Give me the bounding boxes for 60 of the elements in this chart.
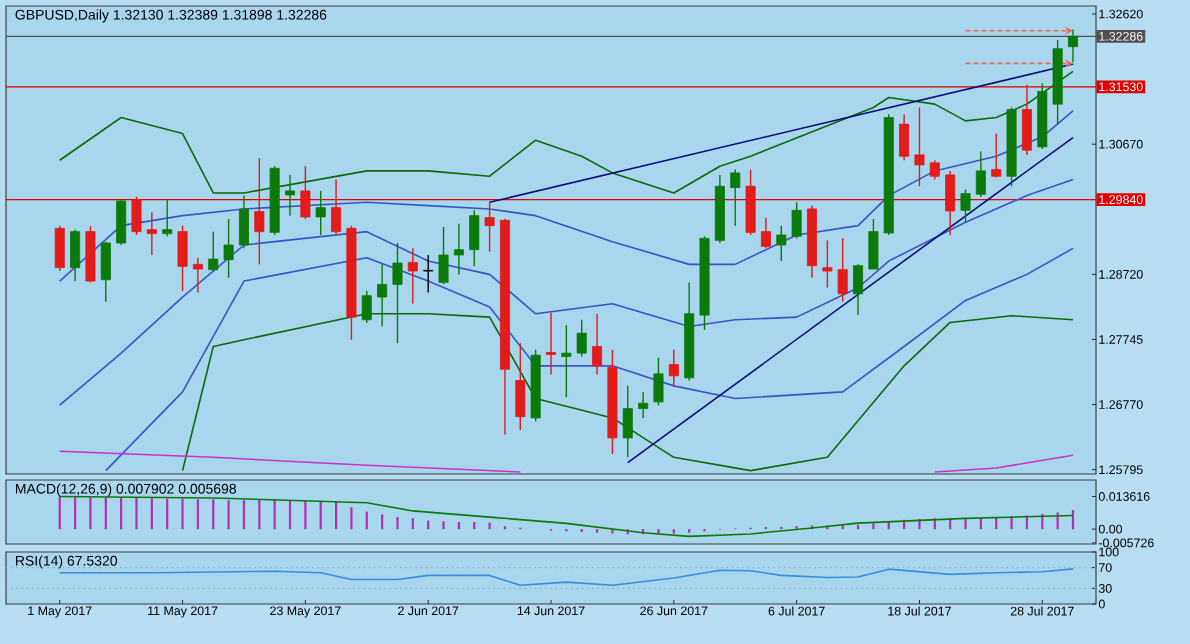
candlestick — [622, 385, 633, 458]
candlestick — [116, 198, 127, 246]
candlestick — [945, 170, 956, 236]
candlestick — [469, 209, 480, 268]
candlestick — [730, 168, 741, 227]
candlestick — [177, 224, 188, 292]
candlestick — [423, 254, 434, 294]
candlestick — [791, 201, 802, 240]
candlestick — [392, 242, 403, 344]
candlestick — [653, 357, 664, 406]
line-series — [58, 568, 1074, 587]
candlestick — [975, 150, 986, 198]
candlestick — [668, 349, 679, 388]
candlestick — [561, 324, 572, 398]
candlestick — [54, 224, 65, 272]
candlestick — [515, 342, 526, 431]
line-series — [58, 495, 1074, 538]
candlestick — [407, 247, 418, 305]
candlestick — [1067, 28, 1078, 63]
candlestick — [254, 157, 265, 266]
candlestick — [238, 194, 249, 250]
candlestick — [453, 222, 464, 276]
candlestick — [100, 240, 111, 303]
candlestick — [914, 106, 925, 187]
candlestick — [484, 201, 495, 253]
candlestick — [146, 211, 157, 256]
candlestick — [331, 178, 342, 236]
candlestick — [929, 159, 940, 181]
candlestick — [223, 218, 234, 279]
candlestick — [745, 168, 756, 236]
candlestick — [546, 311, 557, 376]
candlestick — [899, 113, 910, 161]
candlestick — [576, 319, 587, 358]
candlestick — [853, 263, 864, 316]
candlestick — [300, 165, 311, 220]
candlestick — [192, 257, 203, 294]
candlestick — [776, 224, 787, 262]
candlestick — [991, 132, 1002, 179]
line-series — [58, 450, 522, 473]
candlestick — [70, 228, 81, 282]
line-series — [58, 110, 1074, 282]
candlestick — [822, 239, 833, 289]
candlestick — [285, 174, 296, 217]
candlestick — [638, 391, 649, 419]
candlestick — [1021, 84, 1032, 156]
candlestick — [592, 313, 603, 376]
line-series — [104, 247, 1074, 472]
line-series — [58, 70, 1074, 194]
candlestick — [760, 216, 771, 250]
candlestick — [960, 188, 971, 224]
candlestick — [438, 226, 449, 286]
candlestick — [837, 237, 848, 303]
candlestick — [208, 230, 219, 272]
candlestick — [377, 263, 388, 328]
line-series — [58, 178, 1074, 407]
candlestick — [361, 290, 372, 324]
candlestick — [162, 198, 173, 238]
candlestick — [868, 218, 879, 270]
candlestick — [315, 190, 326, 236]
candlestick — [131, 196, 142, 236]
